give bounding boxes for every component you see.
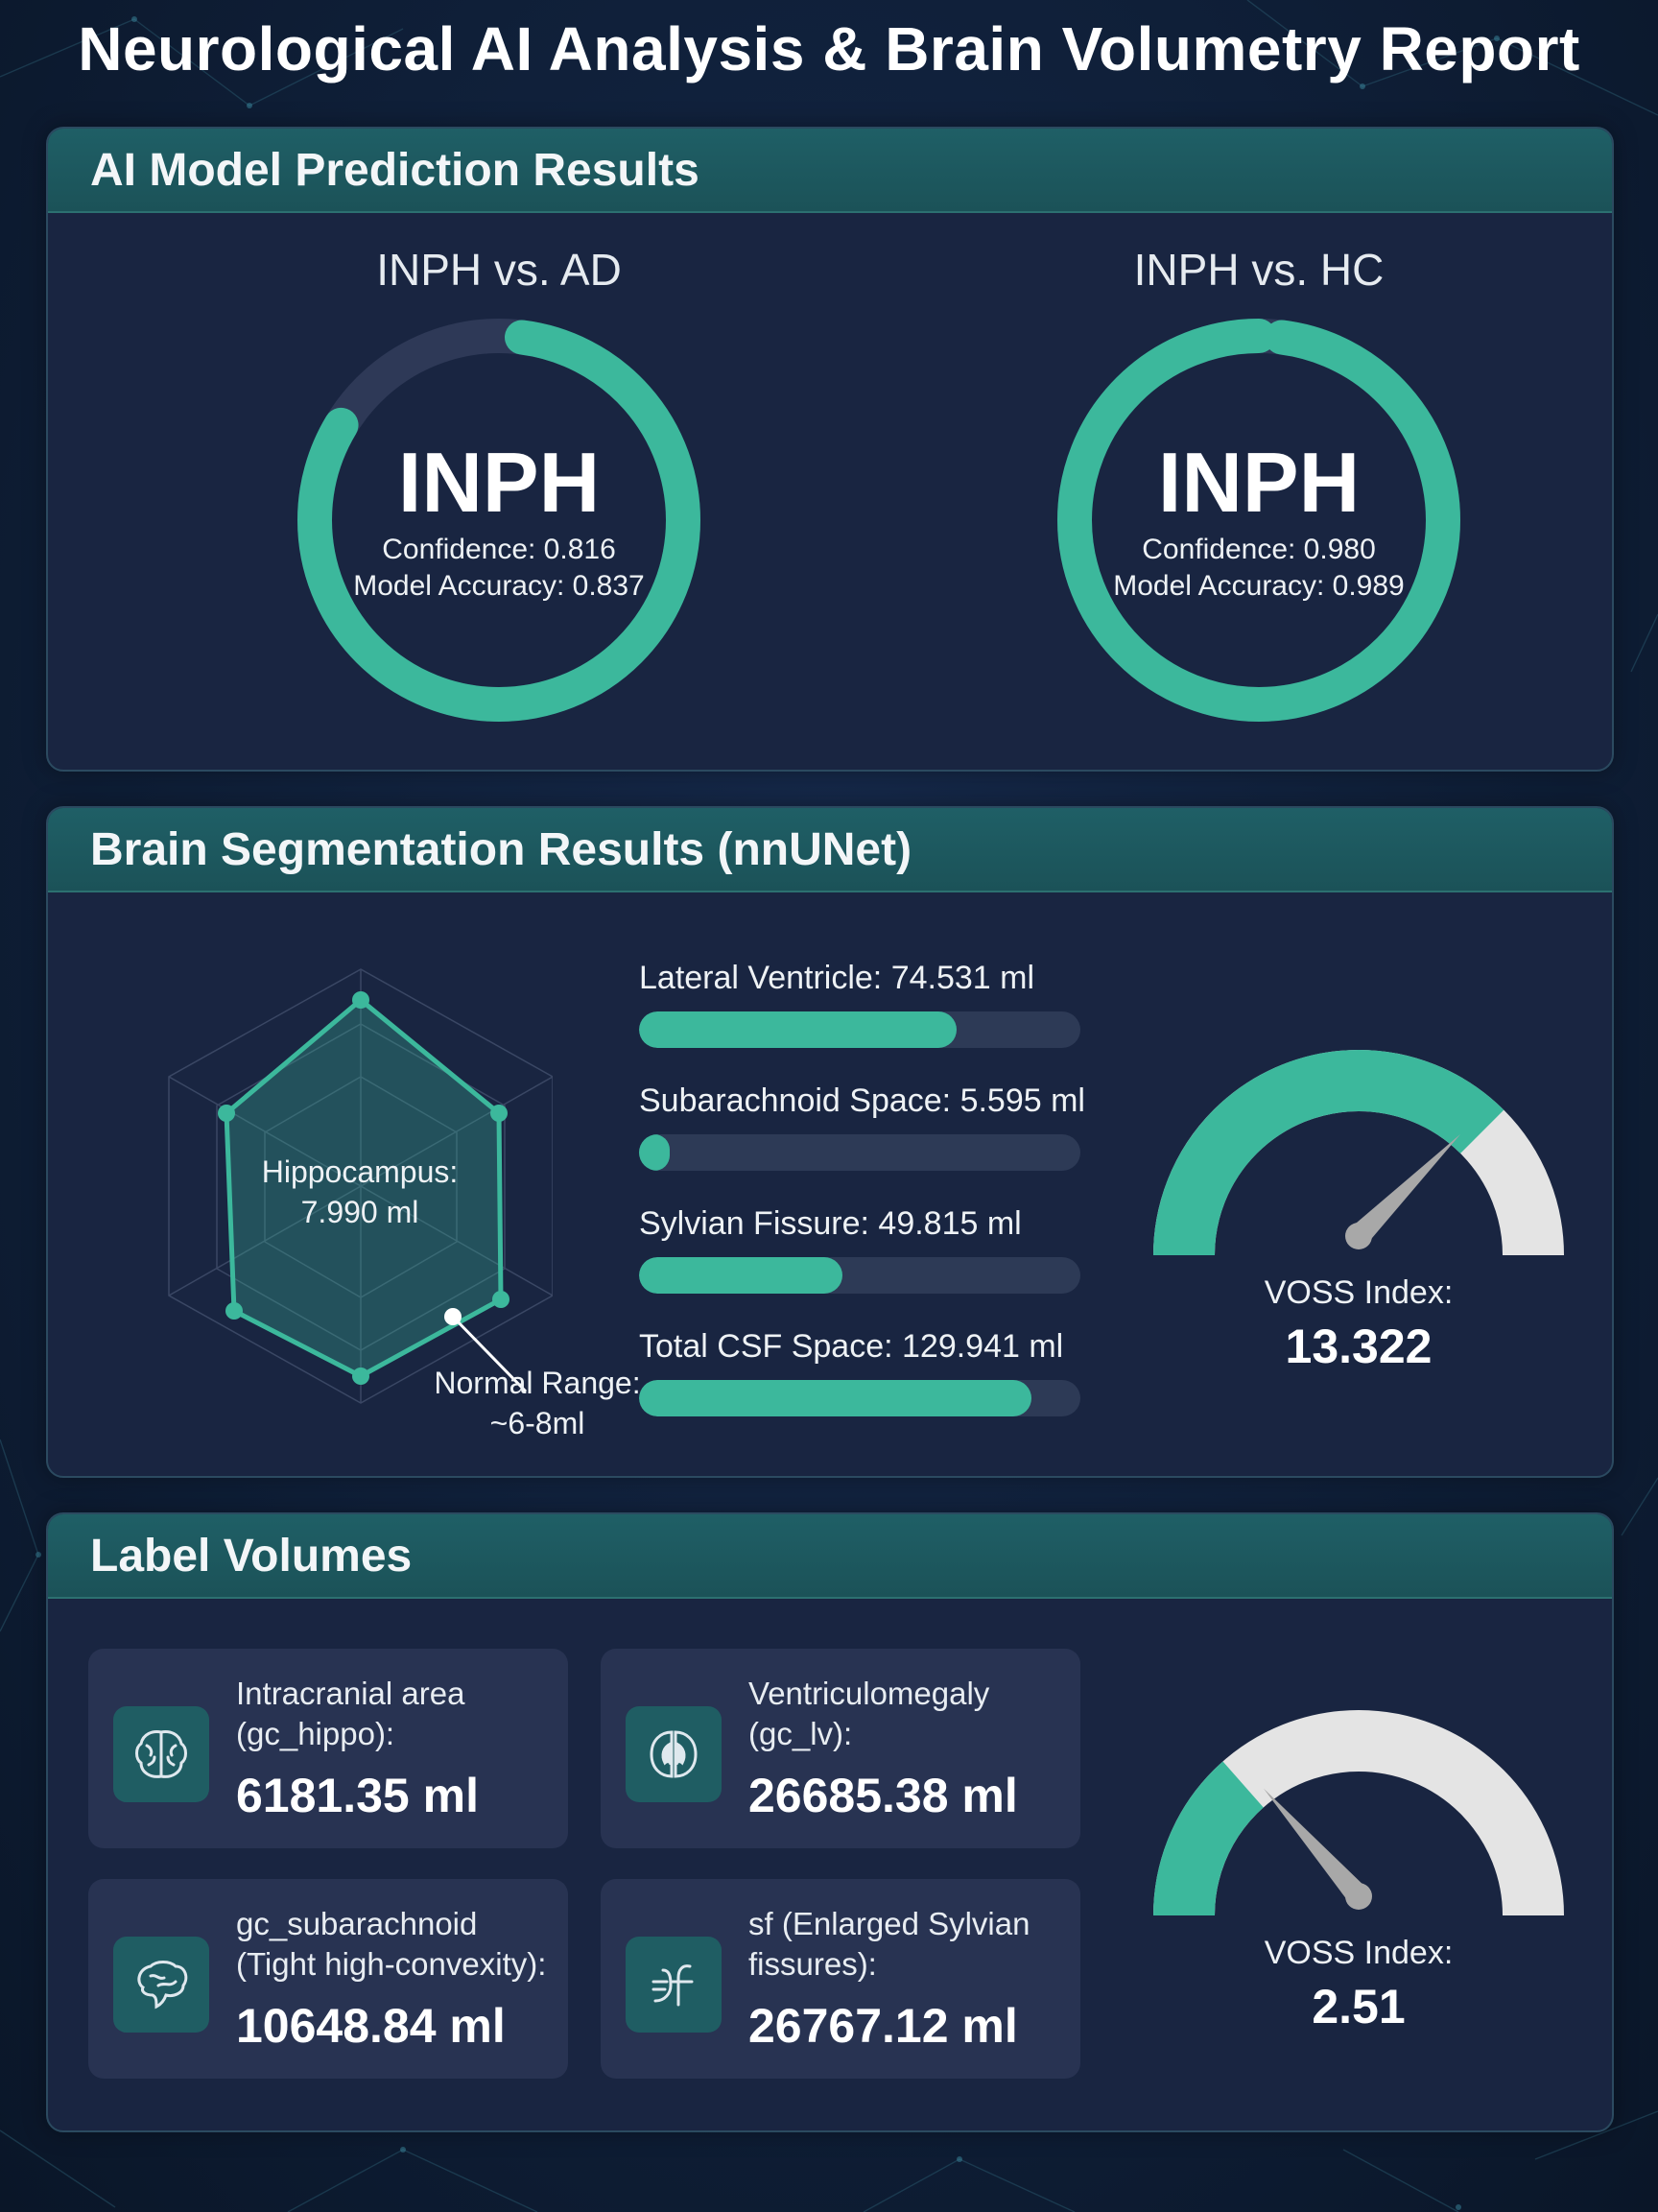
bar-fill-lateral-ventricle: [639, 1011, 958, 1048]
radar-point: [218, 1105, 235, 1122]
label-volumes-panel: Label Volumes Intracranial area (gc_hipp…: [46, 1512, 1614, 2132]
fissure-icon: [626, 1937, 722, 2033]
bar-fill-subarachnoid: [639, 1134, 671, 1171]
bar-label-lateral-ventricle: Lateral Ventricle: 74.531 ml: [639, 960, 1035, 996]
voss-gauge-2-label: VOSS Index:: [1264, 1935, 1454, 1971]
label-card-subarachnoid-value: 10648.84 ml: [236, 1999, 506, 2053]
model-2-accuracy: Model Accuracy: 0.989: [1113, 570, 1405, 602]
page-title: Neurological AI Analysis & Brain Volumet…: [78, 14, 1580, 83]
bar-label-subarachnoid: Subarachnoid Space: 5.595 ml: [639, 1082, 1085, 1119]
ventricle-icon: [626, 1706, 722, 1802]
voss-gauge-1: [1153, 1050, 1564, 1256]
label-card-sylvian-line1: sf (Enlarged Sylvian: [748, 1906, 1030, 1941]
label-card-ventriculomegaly-line1: Ventriculomegaly: [748, 1676, 990, 1711]
radar-point: [490, 1105, 508, 1122]
label-card-ventriculomegaly-value: 26685.38 ml: [748, 1769, 1018, 1822]
model-1-donut: [297, 319, 700, 722]
model-1-accuracy: Model Accuracy: 0.837: [353, 570, 645, 602]
label-card-intracranial: Intracranial area (gc_hippo): 6181.35 ml: [88, 1649, 568, 1848]
hippocampus-label: Hippocampus:: [261, 1154, 459, 1189]
bar-fill-sylvian-fissure: [639, 1257, 842, 1294]
gauge-hub: [1345, 1223, 1372, 1249]
bar-label-sylvian-fissure: Sylvian Fissure: 49.815 ml: [639, 1205, 1022, 1242]
normal-range-value: ~6-8ml: [489, 1406, 585, 1440]
bar-track-lateral-ventricle: [639, 1011, 1080, 1048]
label-card-intracranial-line2: (gc_hippo):: [236, 1716, 395, 1751]
gauge-hub: [1345, 1883, 1372, 1910]
model-2-donut: [1057, 319, 1460, 722]
brain-icon: [113, 1706, 209, 1802]
radar-point: [352, 1368, 369, 1385]
gauge-fill: [1153, 1050, 1504, 1256]
label-card-subarachnoid-line2: (Tight high-convexity):: [236, 1946, 547, 1982]
gauge-fill: [1153, 1761, 1265, 1916]
label-volumes-heading: Label Volumes: [48, 1514, 1612, 1599]
brain-side-icon: [113, 1937, 209, 2033]
voss-gauge-2-value: 2.51: [1312, 1980, 1406, 2034]
radar-point: [225, 1302, 243, 1320]
bar-track-subarachnoid: [639, 1134, 1080, 1171]
hippocampus-radar: [168, 968, 553, 1404]
model-2-title: INPH vs. HC: [1133, 245, 1385, 295]
model-1-confidence: Confidence: 0.816: [382, 534, 616, 565]
normal-range-leader: [451, 1315, 528, 1393]
voss-gauge-1-value: 13.322: [1285, 1320, 1433, 1373]
model-1-donut-arc: [297, 319, 700, 722]
gauge-needle: [1263, 1788, 1368, 1904]
hippocampus-value: 7.990 ml: [300, 1195, 419, 1229]
model-1-title: INPH vs. AD: [376, 245, 622, 295]
segmentation-heading: Brain Segmentation Results (nnUNet): [48, 808, 1612, 892]
prediction-panel: AI Model Prediction Results INPH vs. AD …: [46, 127, 1614, 772]
prediction-heading: AI Model Prediction Results: [48, 129, 1612, 213]
model-2-confidence: Confidence: 0.980: [1142, 534, 1376, 565]
model-2-donut-arc: [1057, 319, 1460, 722]
voss-gauge-2: [1153, 1710, 1564, 1916]
bar-fill-total-csf: [639, 1380, 1032, 1416]
label-card-subarachnoid: gc_subarachnoid (Tight high-convexity): …: [88, 1879, 568, 2079]
model-1-result: INPH: [397, 435, 601, 530]
voss-gauge-1-label: VOSS Index:: [1264, 1274, 1454, 1311]
label-card-ventriculomegaly: Ventriculomegaly (gc_lv): 26685.38 ml: [601, 1649, 1080, 1848]
label-card-intracranial-line1: Intracranial area: [236, 1676, 465, 1711]
bar-label-total-csf: Total CSF Space: 129.941 ml: [639, 1328, 1064, 1365]
bar-track-total-csf: [639, 1380, 1080, 1416]
label-card-ventriculomegaly-line2: (gc_lv):: [748, 1716, 853, 1751]
model-2-result: INPH: [1157, 435, 1361, 530]
normal-range-label: Normal Range:: [434, 1366, 641, 1400]
segmentation-panel: Brain Segmentation Results (nnUNet) Hipp…: [46, 806, 1614, 1478]
label-card-sylvian-line2: fissures):: [748, 1946, 877, 1982]
gauge-needle: [1350, 1133, 1461, 1245]
label-card-intracranial-value: 6181.35 ml: [236, 1769, 479, 1822]
label-card-sylvian: sf (Enlarged Sylvian fissures): 26767.12…: [601, 1879, 1080, 2079]
label-card-sylvian-value: 26767.12 ml: [748, 1999, 1018, 2053]
label-card-subarachnoid-line1: gc_subarachnoid: [236, 1906, 478, 1941]
radar-point: [492, 1291, 509, 1308]
bar-track-sylvian-fissure: [639, 1257, 1080, 1294]
radar-point: [352, 991, 369, 1009]
